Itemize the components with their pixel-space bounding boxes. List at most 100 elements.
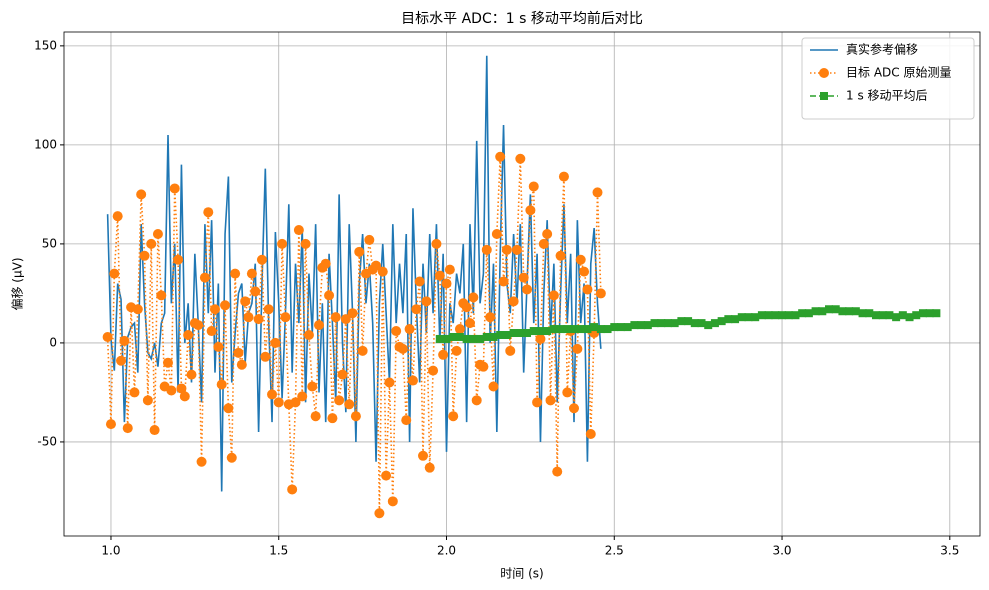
- marker: [334, 395, 345, 406]
- marker: [630, 321, 639, 330]
- marker: [122, 423, 133, 434]
- marker: [603, 325, 612, 334]
- marker: [523, 329, 532, 338]
- marker: [203, 207, 214, 218]
- marker: [925, 309, 934, 318]
- marker: [871, 311, 880, 320]
- marker: [401, 415, 412, 426]
- marker: [116, 355, 127, 366]
- marker: [717, 317, 726, 326]
- marker: [324, 290, 335, 301]
- marker: [556, 325, 565, 334]
- marker: [690, 319, 699, 328]
- marker: [542, 228, 553, 239]
- marker: [481, 244, 492, 255]
- marker: [149, 425, 160, 436]
- marker: [851, 307, 860, 316]
- marker: [280, 312, 291, 323]
- marker: [381, 470, 392, 481]
- plot-frame: [63, 31, 981, 537]
- marker: [449, 332, 458, 341]
- marker: [109, 268, 120, 279]
- marker: [704, 321, 713, 330]
- marker: [371, 260, 382, 271]
- legend-label: 1 s 移动平均后: [846, 89, 928, 103]
- marker: [791, 311, 800, 320]
- marker: [337, 369, 348, 380]
- series-line: [106, 156, 602, 514]
- marker: [778, 311, 787, 320]
- marker: [404, 324, 415, 335]
- marker: [256, 254, 267, 265]
- y-tick-label: 100: [34, 137, 57, 151]
- marker: [169, 183, 180, 194]
- marker: [297, 391, 308, 402]
- marker: [263, 304, 274, 315]
- marker: [444, 264, 455, 275]
- marker: [865, 309, 874, 318]
- x-tick-label: 1.0: [101, 544, 120, 558]
- marker: [502, 330, 511, 339]
- marker: [193, 320, 204, 331]
- marker: [223, 403, 234, 414]
- marker: [845, 307, 854, 316]
- marker: [898, 311, 907, 320]
- marker: [912, 311, 921, 320]
- marker: [129, 387, 140, 398]
- marker: [558, 171, 569, 182]
- marker: [488, 381, 499, 392]
- x-tick-label: 2.5: [605, 544, 624, 558]
- marker: [303, 329, 314, 340]
- marker: [441, 278, 452, 289]
- marker: [166, 385, 177, 396]
- marker: [878, 311, 887, 320]
- marker: [462, 334, 471, 343]
- marker: [260, 351, 271, 362]
- marker: [156, 290, 167, 301]
- marker: [448, 411, 459, 422]
- marker: [610, 323, 619, 332]
- y-tick-label: 50: [42, 236, 57, 250]
- legend-label: 目标 ADC 原始测量: [846, 66, 951, 80]
- marker: [340, 314, 351, 325]
- marker: [885, 311, 894, 320]
- marker: [327, 413, 338, 424]
- marker: [501, 244, 512, 255]
- marker: [455, 332, 464, 341]
- marker: [377, 266, 388, 277]
- marker: [206, 326, 217, 337]
- marker: [132, 304, 143, 315]
- marker: [384, 377, 395, 388]
- marker: [307, 381, 318, 392]
- marker: [515, 153, 526, 164]
- legend-box: [801, 37, 975, 120]
- marker: [431, 238, 442, 249]
- legend-marker: [819, 68, 829, 78]
- marker: [176, 383, 187, 394]
- marker: [478, 361, 489, 372]
- marker: [163, 357, 174, 368]
- marker: [905, 313, 914, 322]
- marker: [253, 314, 264, 325]
- marker: [684, 317, 693, 326]
- marker: [744, 313, 753, 322]
- marker: [509, 329, 518, 338]
- marker: [595, 288, 606, 299]
- marker: [583, 325, 592, 334]
- marker: [464, 318, 475, 329]
- marker: [596, 325, 605, 334]
- marker: [731, 315, 740, 324]
- marker: [576, 325, 585, 334]
- marker: [545, 395, 556, 406]
- marker: [330, 312, 341, 323]
- marker: [804, 309, 813, 318]
- marker: [562, 387, 573, 398]
- marker: [226, 452, 237, 463]
- marker: [570, 325, 579, 334]
- marker: [491, 228, 502, 239]
- marker: [418, 450, 429, 461]
- marker: [563, 325, 572, 334]
- x-tick-label: 1.5: [269, 544, 288, 558]
- marker: [300, 238, 311, 249]
- marker: [354, 246, 365, 257]
